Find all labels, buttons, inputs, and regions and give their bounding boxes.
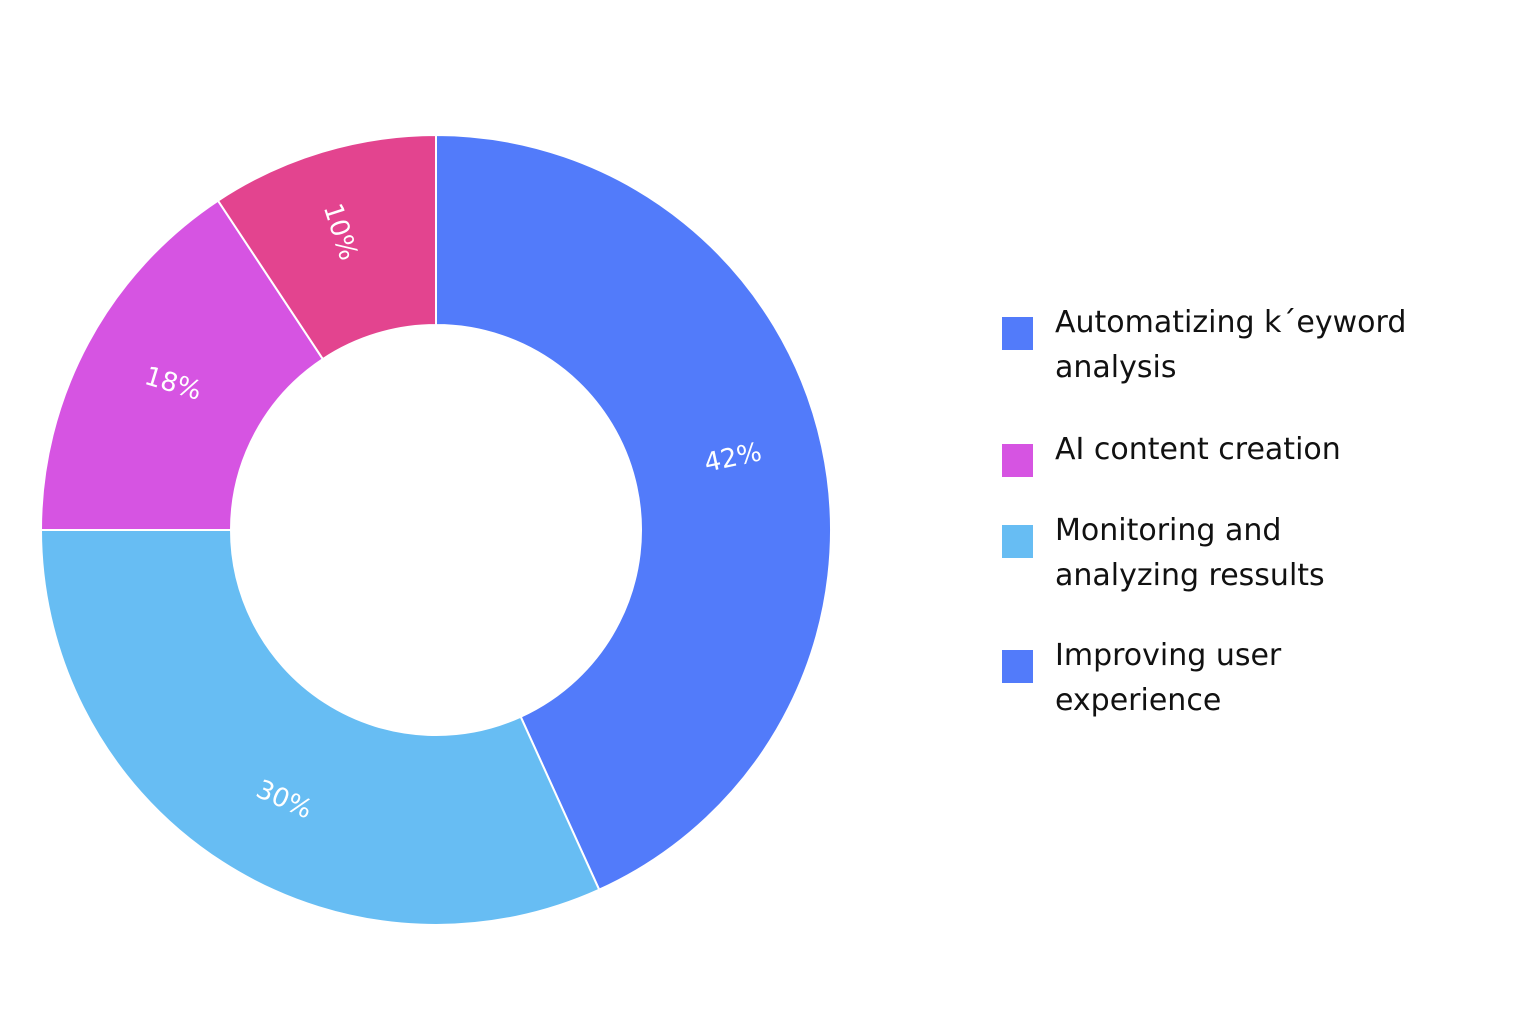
- legend-label: Automatizing k´eyword analysis: [1055, 305, 1407, 385]
- legend-label: Monitoring and analyzing ressults: [1055, 513, 1325, 593]
- donut-slice-42: [435, 133, 832, 892]
- donut-slice-10: [216, 133, 437, 361]
- legend-swatch-cyan: [1002, 525, 1033, 558]
- legend-item-monitoring: Monitoring and analyzing ressults: [1002, 508, 1455, 598]
- legend-swatch-blue-2: [1002, 650, 1033, 683]
- legend-swatch-magenta: [1002, 444, 1033, 477]
- legend-label: AI content creation: [1055, 432, 1341, 467]
- donut-slice-30: [39, 529, 601, 926]
- donut-slice-18: [39, 199, 325, 531]
- legend-label: Improving user experience: [1055, 638, 1282, 718]
- legend-item-user-experience: Improving user experience: [1002, 633, 1455, 723]
- legend-item-keyword-analysis: Automatizing k´eyword analysis: [1002, 300, 1455, 390]
- legend-item-ai-content: AI content creation: [1002, 427, 1455, 477]
- legend-swatch-blue: [1002, 317, 1033, 350]
- donut-slices: [39, 133, 832, 926]
